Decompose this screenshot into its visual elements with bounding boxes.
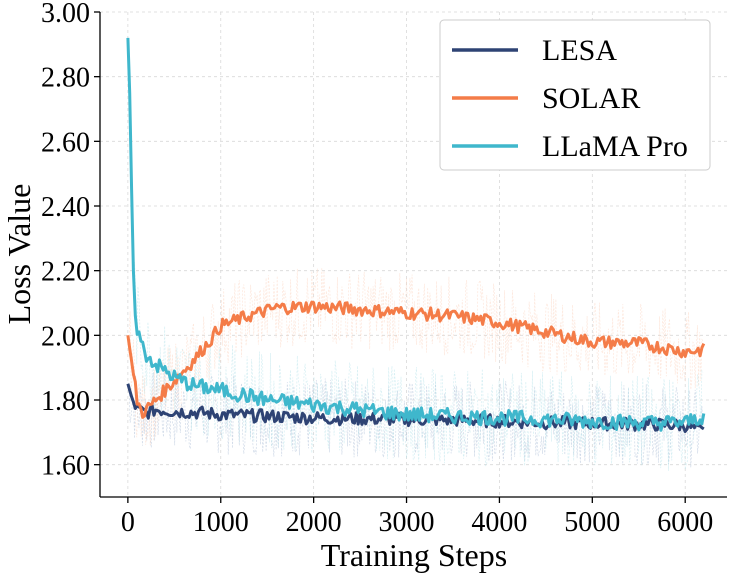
raw-line-solar: [127, 267, 704, 446]
axes-layer: [99, 12, 727, 498]
y-tick-label: 2.00: [41, 321, 90, 352]
legend-box: [439, 19, 711, 171]
series-line-llama-pro: [126, 37, 706, 432]
series-layer: [126, 37, 706, 433]
legend-label-lesa: LESA: [542, 34, 617, 67]
y-tick-label: 2.60: [41, 127, 90, 158]
y-axis-title: Loss Value: [1, 184, 37, 325]
y-tick-label: 3.00: [41, 0, 90, 29]
x-ticks: 0 1000 2000 3000 4000 5000 6000: [121, 497, 713, 538]
legend: LESA SOLAR LLaMA Pro: [439, 19, 711, 171]
x-tick-label: 3000: [379, 507, 435, 538]
x-tick-label: 0: [121, 507, 135, 538]
y-tick-label: 1.60: [41, 451, 90, 482]
legend-items: LESA SOLAR LLaMA Pro: [452, 34, 688, 163]
x-tick-label: 5000: [564, 507, 620, 538]
y-tick-label: 1.80: [41, 386, 90, 417]
x-axis-title: Training Steps: [321, 537, 507, 573]
y-ticks: 1.60 1.80 2.00 2.20 2.40 2.60 2.80 3.00: [41, 0, 100, 482]
x-tick-label: 2000: [286, 507, 342, 538]
raw-line-lesa: [127, 371, 704, 468]
x-tick-label: 1000: [193, 507, 249, 538]
series-line-solar: [126, 300, 706, 419]
y-tick-label: 2.80: [41, 63, 90, 94]
y-tick-label: 2.40: [41, 192, 90, 223]
legend-label-llama-pro: LLaMA Pro: [542, 130, 688, 163]
y-tick-label: 2.20: [41, 257, 90, 288]
x-tick-label: 4000: [471, 507, 527, 538]
x-tick-label: 6000: [657, 507, 713, 538]
legend-label-solar: SOLAR: [542, 82, 640, 115]
